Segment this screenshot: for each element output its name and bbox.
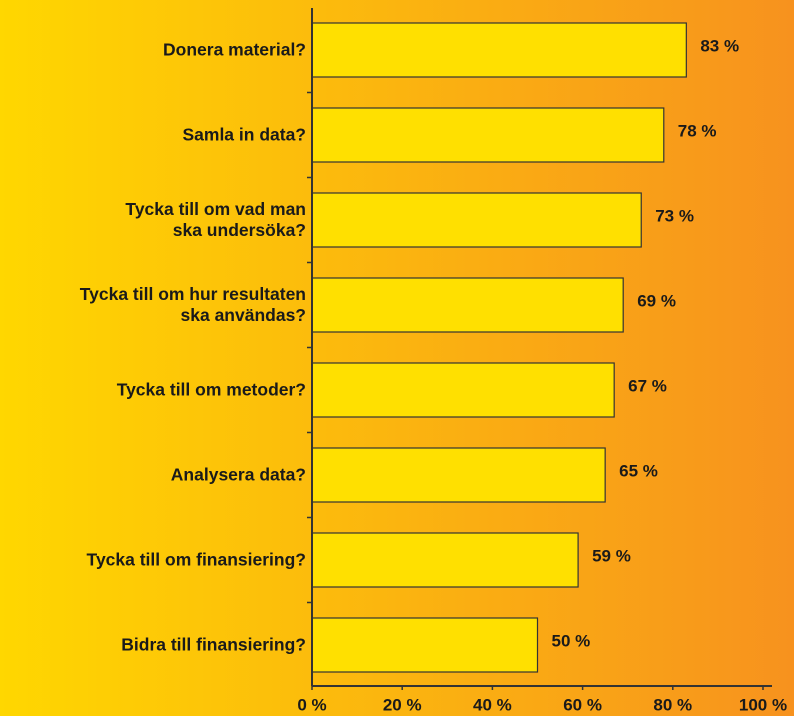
category-label: Samla in data?: [182, 124, 306, 145]
value-label: 73 %: [655, 206, 694, 225]
category-label: Tycka till om metoder?: [116, 379, 306, 400]
value-label: 69 %: [637, 291, 676, 310]
bar: [311, 532, 579, 588]
value-label: 67 %: [628, 376, 667, 395]
category-label: Tycka till om vad man ska undersöka?: [125, 199, 306, 240]
category-label: Tycka till om finansiering?: [86, 549, 306, 570]
x-tick-label: 100 %: [739, 695, 787, 714]
value-label: 78 %: [678, 121, 717, 140]
value-label: 65 %: [619, 461, 658, 480]
bar: [311, 107, 665, 163]
category-label: Tycka till om hur resultaten ska använda…: [79, 284, 306, 325]
x-tick-label: 40 %: [473, 695, 512, 714]
bar: [311, 362, 615, 418]
category-label: Bidra till finansiering?: [121, 634, 306, 655]
category-label: Donera material?: [163, 39, 306, 60]
bar: [311, 617, 539, 673]
value-label: 83 %: [700, 36, 739, 55]
bar: [311, 277, 624, 333]
category-label: Analysera data?: [170, 464, 306, 485]
x-tick-label: 80 %: [653, 695, 692, 714]
bar: [311, 447, 606, 503]
x-tick-label: 0 %: [297, 695, 326, 714]
x-tick-label: 20 %: [383, 695, 422, 714]
x-tick-label: 60 %: [563, 695, 602, 714]
bar: [311, 192, 642, 248]
value-label: 50 %: [552, 631, 591, 650]
bar: [311, 22, 687, 78]
value-label: 59 %: [592, 546, 631, 565]
